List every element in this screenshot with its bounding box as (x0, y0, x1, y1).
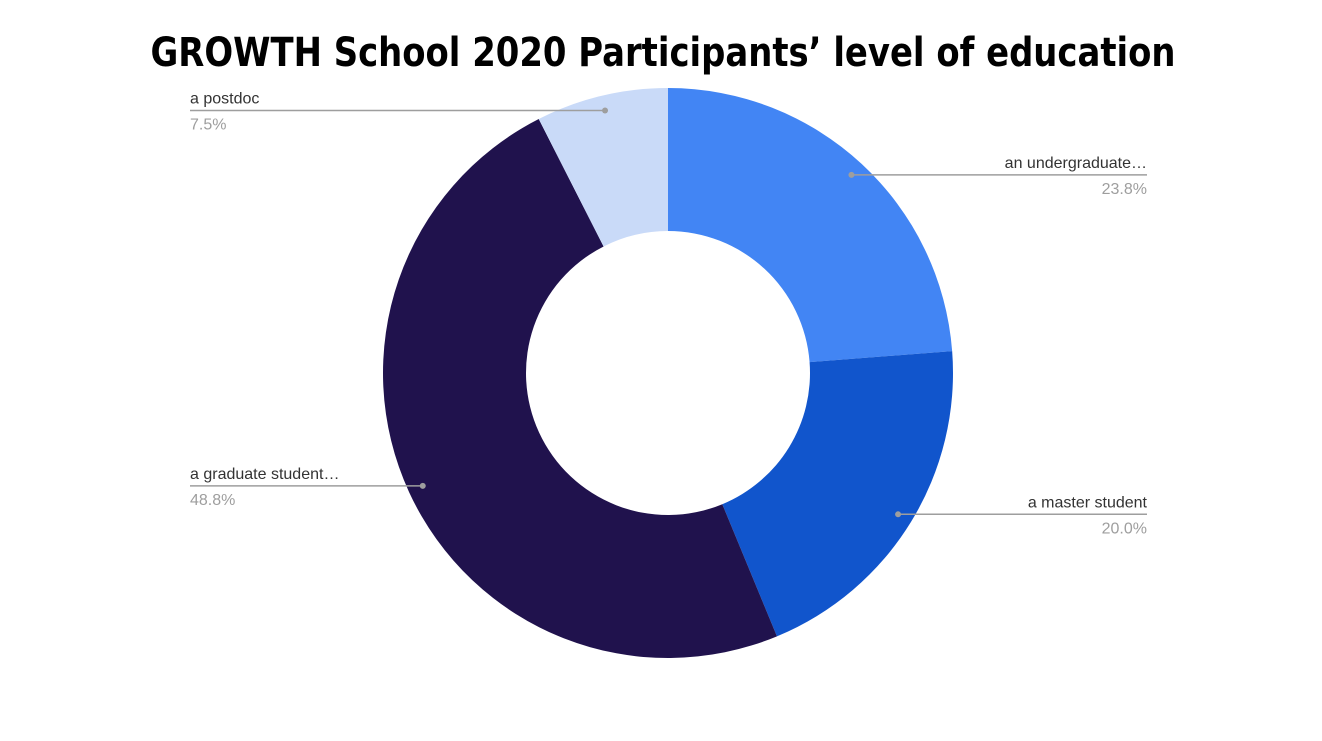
value-label: 20.0% (1102, 520, 1147, 537)
slice-label: a postdoc (190, 90, 259, 107)
donut-slice (722, 351, 953, 637)
value-label: 48.8% (190, 492, 235, 509)
slice-label: a master student (1028, 494, 1148, 511)
leader-dot (602, 107, 609, 114)
slice-label: a graduate student… (190, 466, 339, 483)
leader-dot (419, 482, 426, 489)
value-label: 7.5% (190, 116, 226, 133)
slice-label: an undergraduate… (1005, 155, 1147, 172)
value-label: 23.8% (1102, 181, 1147, 198)
leader-dot (848, 171, 855, 178)
donut-slice (538, 88, 668, 247)
chart-title: GROWTH School 2020 Participants’ level o… (151, 30, 1176, 76)
donut-slice (382, 119, 777, 659)
donut-slice (668, 88, 953, 363)
leader-dot (895, 511, 902, 518)
